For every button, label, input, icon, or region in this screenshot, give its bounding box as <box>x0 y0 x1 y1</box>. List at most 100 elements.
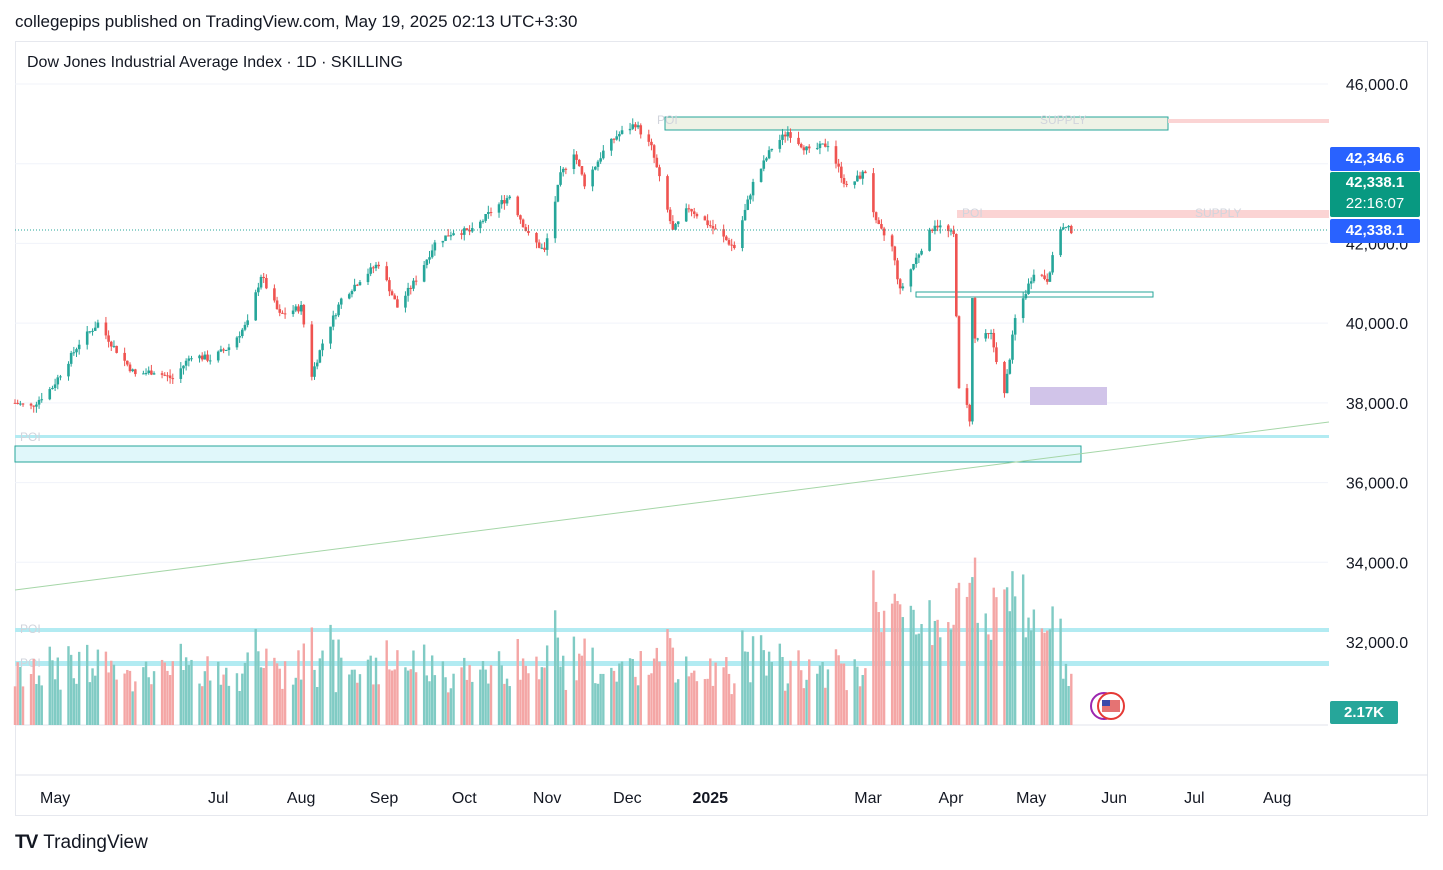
candle-body <box>711 226 715 229</box>
volume-bar <box>37 675 41 725</box>
volume-bar <box>505 678 509 725</box>
volume-bar <box>257 651 260 725</box>
volume-bar <box>1070 673 1073 725</box>
candle-body <box>310 324 314 377</box>
candle-body <box>377 264 380 267</box>
candle-body <box>658 167 661 177</box>
volume-bar <box>564 689 568 725</box>
candle-body <box>946 225 950 231</box>
candle-body <box>823 143 827 147</box>
candle-body <box>238 336 241 338</box>
candle-body <box>128 364 132 372</box>
volume-bar <box>428 681 431 725</box>
candle-body <box>334 315 338 317</box>
volume-bar <box>955 588 958 725</box>
candle-body <box>299 304 303 312</box>
demand-zone-mid <box>915 291 1154 298</box>
candle-body <box>69 352 73 364</box>
supply-zone-top <box>1168 119 1329 123</box>
candle-body <box>725 236 728 241</box>
volume-bar <box>291 684 295 725</box>
volume-bar <box>556 637 560 725</box>
candle-body <box>797 137 800 145</box>
volume-bar <box>348 674 351 725</box>
candle-body <box>37 399 41 405</box>
candle-body <box>187 358 191 361</box>
y-tick-label: 34,000.0 <box>1346 555 1408 572</box>
candle-body <box>666 176 669 210</box>
volume-bar <box>821 661 824 725</box>
candle-body <box>150 370 153 375</box>
volume-bar <box>112 664 116 725</box>
volume-bar <box>168 675 172 725</box>
candle-body <box>535 233 538 243</box>
candle-body <box>166 375 169 377</box>
candle-body <box>938 225 942 228</box>
volume-bar <box>837 655 840 725</box>
candle-body <box>152 373 156 375</box>
tradingview-logo-icon: TV <box>15 832 38 853</box>
volume-bar <box>243 662 247 725</box>
volume-bar <box>914 634 918 725</box>
volume-bar <box>971 577 974 725</box>
footer-brand: TradingView <box>43 832 148 853</box>
volume-bar <box>615 681 618 725</box>
candle-body <box>422 265 426 282</box>
candle-body <box>561 168 565 173</box>
volume-bar <box>126 669 129 725</box>
x-tick-label: Aug <box>287 790 315 807</box>
candle-body <box>500 200 504 205</box>
candle-body <box>243 324 247 330</box>
countdown-label: 22:16:07 <box>1345 195 1405 212</box>
candle-body <box>465 228 469 231</box>
flag-canton <box>1102 700 1110 706</box>
zone-label: POI <box>962 206 983 220</box>
volume-bar <box>805 679 808 725</box>
x-tick-label: 2025 <box>692 790 728 807</box>
volume-bar <box>227 685 231 725</box>
candle-body <box>524 227 528 231</box>
candle-body <box>350 291 354 295</box>
volume-bar <box>1043 632 1046 725</box>
poi-line-vol1 <box>15 628 1329 632</box>
volume-bar <box>273 657 276 725</box>
candles <box>13 118 1073 427</box>
volume-bar <box>487 683 490 725</box>
candle-body <box>182 365 185 369</box>
volume-bar <box>709 658 712 725</box>
candle-body <box>13 402 17 404</box>
candle-body <box>821 143 824 145</box>
volume-bar <box>259 667 263 725</box>
volume-bar <box>206 656 209 725</box>
volume-bar <box>134 681 137 725</box>
candle-body <box>262 276 265 278</box>
volume-bar <box>144 661 148 725</box>
zone-label: POI <box>657 113 678 127</box>
volume-bar <box>409 669 412 725</box>
candle-body <box>858 175 862 179</box>
volume-bar <box>759 635 763 725</box>
volume-bar <box>634 676 637 725</box>
volume-bar <box>425 675 429 725</box>
candle-body <box>404 295 407 308</box>
candle-body <box>770 148 774 151</box>
candle-body <box>72 352 76 354</box>
volume-bar <box>69 654 73 725</box>
candle-body <box>749 195 752 200</box>
volume-bar <box>767 651 771 725</box>
candle-body <box>842 178 846 184</box>
volume-bar <box>880 632 883 725</box>
candle-body <box>615 136 618 140</box>
candle-body <box>179 368 183 379</box>
price-tag-high: 42,346.6 <box>1330 147 1420 171</box>
volume-bar <box>96 649 100 725</box>
volume-bar <box>901 617 905 725</box>
volume-bar <box>1024 637 1028 725</box>
volume-bar <box>578 653 581 725</box>
candle-body <box>920 250 923 255</box>
volume-bar <box>877 612 880 725</box>
candle-body <box>1013 318 1017 335</box>
candle-body <box>537 242 541 248</box>
volume-bar <box>650 673 653 725</box>
